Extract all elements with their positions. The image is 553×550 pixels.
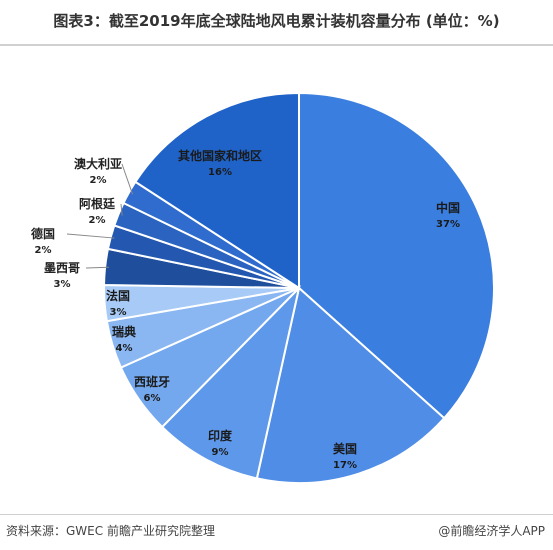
pie-slice-0	[298, 91, 495, 420]
slice-label-0: 中国	[436, 200, 460, 215]
slice-value-0: 37%	[436, 219, 460, 230]
slice-value-7: 2%	[35, 245, 52, 256]
slice-label-5: 法国	[106, 288, 130, 303]
slice-label-7: 德国	[31, 226, 55, 241]
slice-value-10: 16%	[208, 167, 232, 178]
slice-value-3: 6%	[144, 393, 161, 404]
slice-label-1: 美国	[333, 441, 357, 456]
slice-label-4: 瑞典	[112, 324, 136, 339]
slice-value-6: 3%	[54, 279, 71, 290]
source-note: 资料来源：GWEC 前瞻产业研究院整理	[6, 524, 215, 538]
slice-label-8: 阿根廷	[79, 196, 116, 211]
slice-value-4: 4%	[116, 343, 133, 354]
pie-chart: 中国 37% 美国 17% 印度 9% 西班牙 6% 瑞典 4% 法国 3% 墨西哥 3% 德国 2% 阿根廷 2…	[31, 91, 495, 484]
credit-note: @前瞻经济学人APP	[438, 524, 545, 538]
slice-value-8: 2%	[89, 215, 106, 226]
slice-label-2: 印度	[208, 428, 233, 443]
leader-line-6	[85, 266, 110, 269]
leader-line-7	[66, 233, 115, 239]
slice-label-9: 澳大利亚	[74, 156, 122, 171]
pie-slice-1	[255, 286, 446, 484]
pie-slice-2	[160, 284, 301, 480]
leader-line-9	[121, 163, 133, 195]
leader-line-8	[120, 203, 123, 216]
title-divider	[0, 44, 553, 46]
slice-value-5: 3%	[110, 307, 127, 318]
slice-label-10: 其他国家和地区	[178, 148, 262, 163]
footer-divider	[0, 514, 553, 515]
slice-value-1: 17%	[333, 460, 357, 471]
slice-label-3: 西班牙	[134, 374, 170, 389]
chart-title: 图表3：截至2019年底全球陆地风电累计装机容量分布 (单位：%)	[53, 12, 500, 30]
slice-value-9: 2%	[90, 175, 107, 186]
pie-slice-10	[134, 91, 300, 290]
slice-label-6: 墨西哥	[44, 261, 80, 275]
slice-value-2: 9%	[212, 447, 229, 458]
